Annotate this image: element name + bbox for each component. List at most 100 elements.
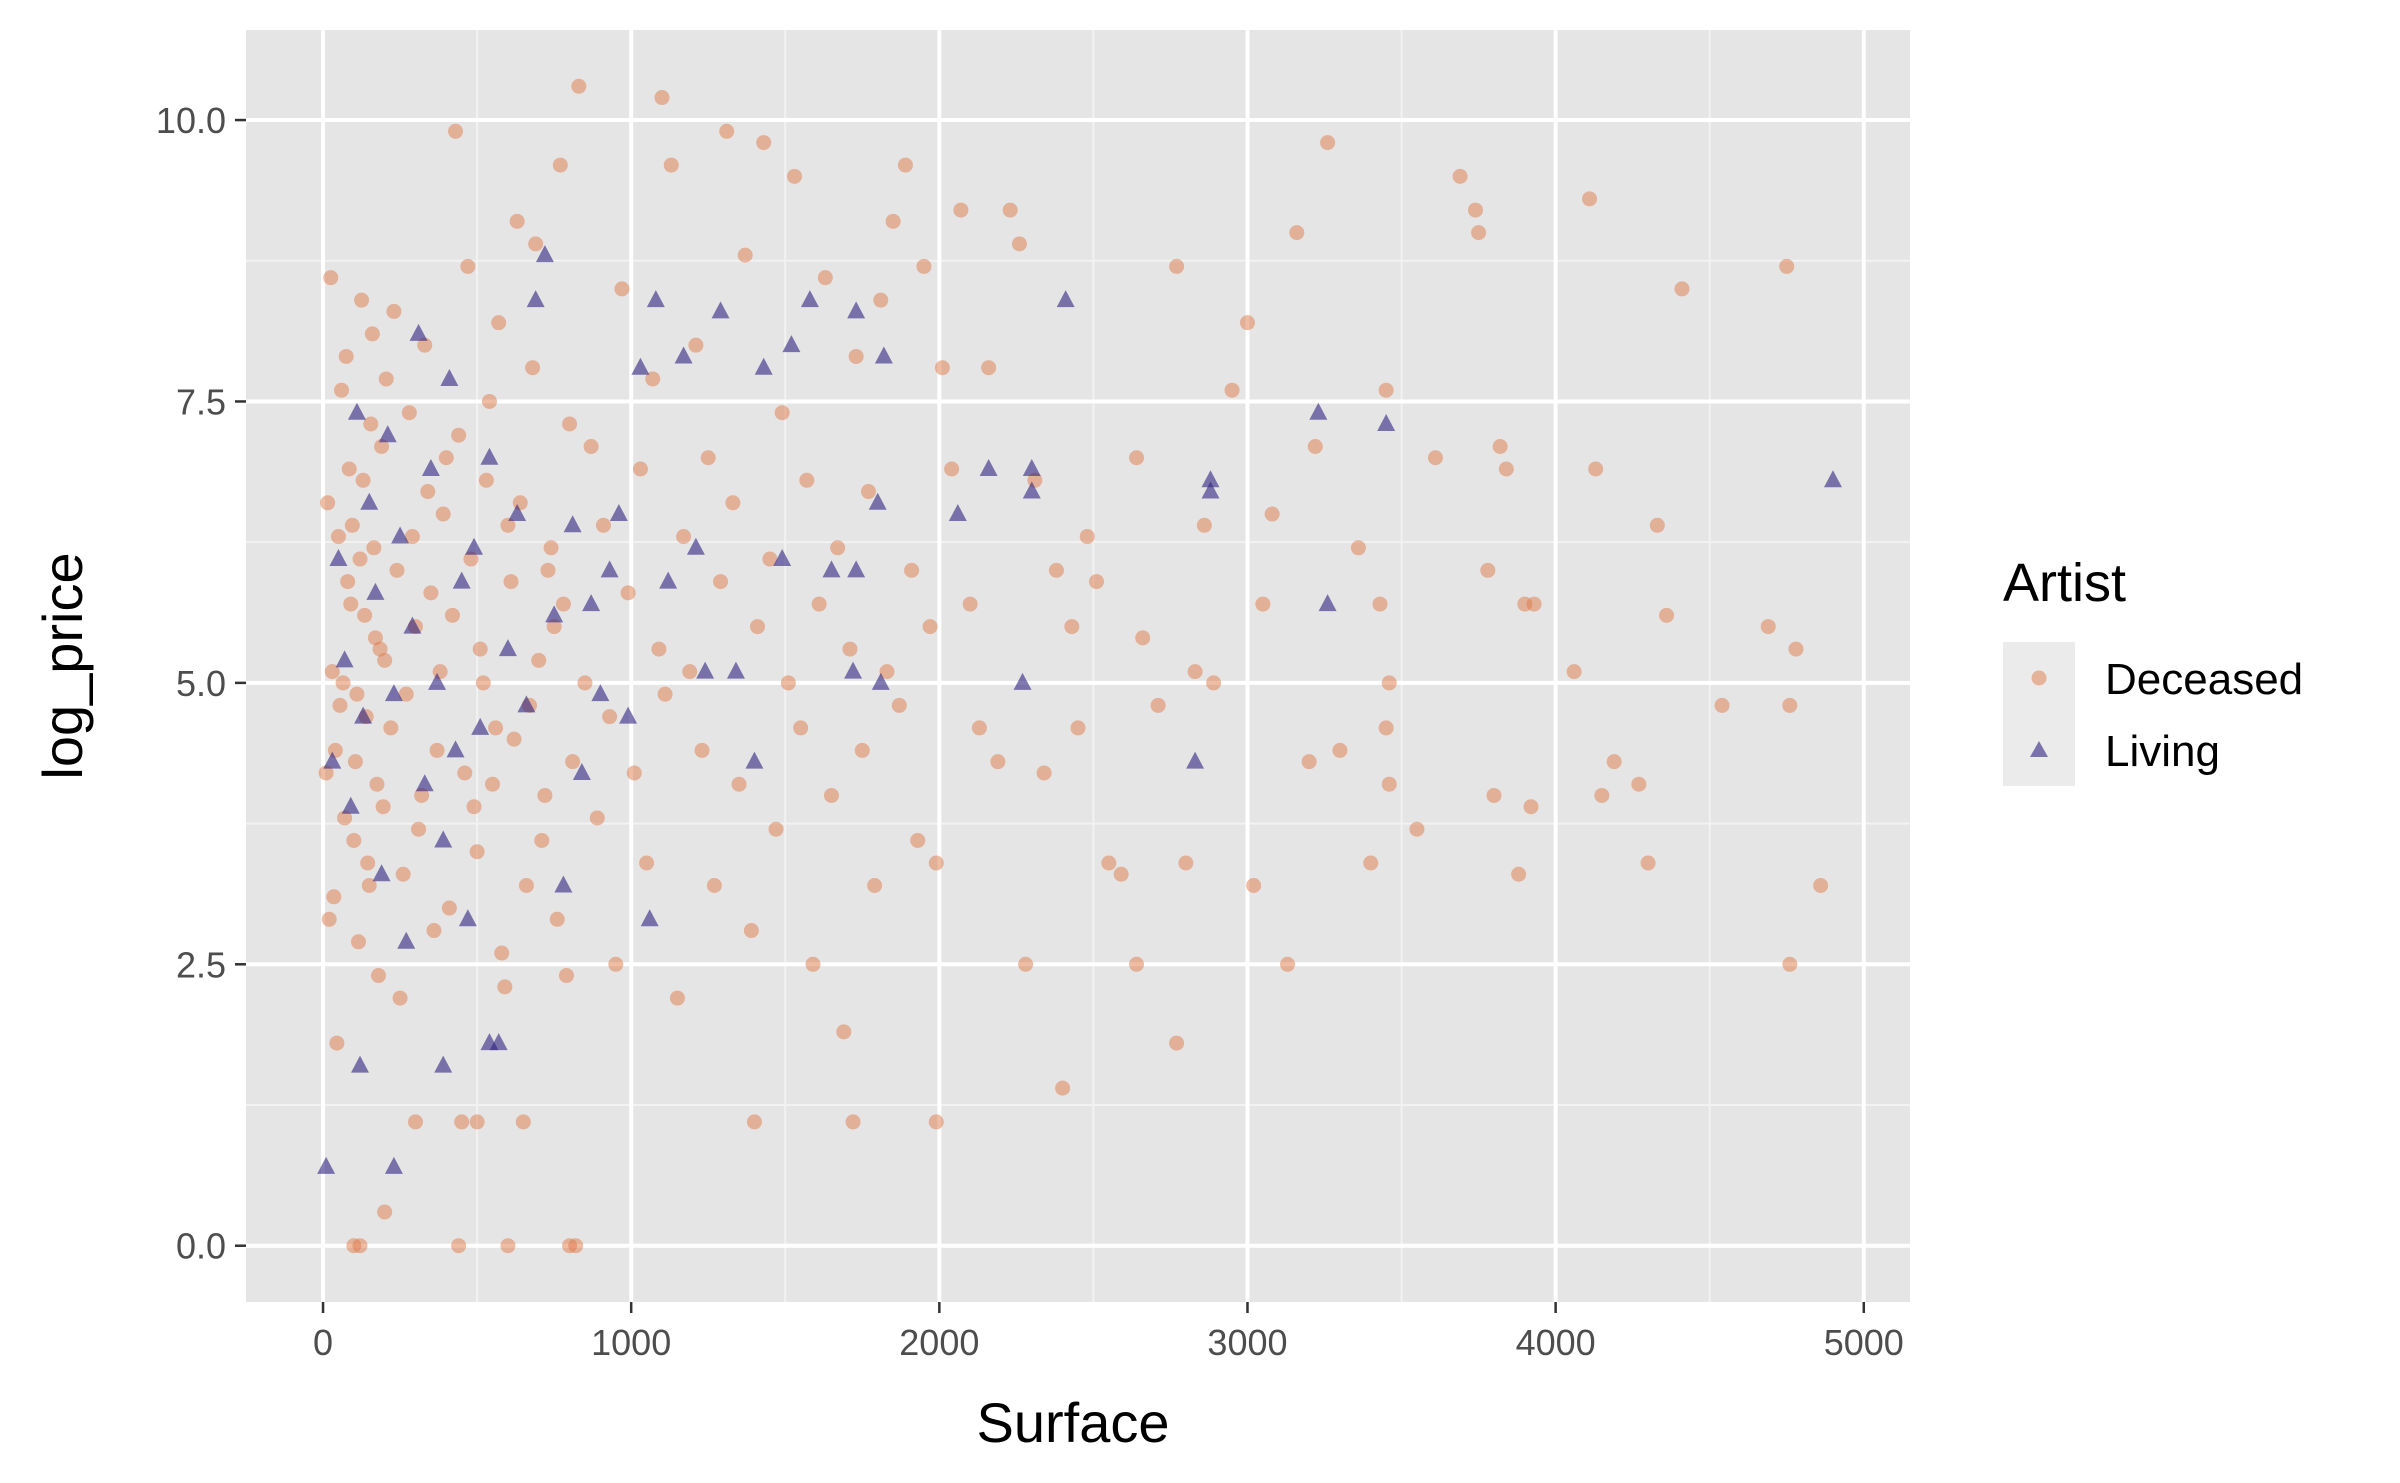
x-axis-title: Surface — [977, 1391, 1170, 1454]
deceased-point — [374, 438, 390, 454]
deceased-point — [676, 529, 692, 545]
deceased-point — [836, 1024, 852, 1040]
deceased-point — [1129, 450, 1145, 466]
living-point — [372, 864, 391, 882]
deceased-point — [1135, 630, 1151, 646]
living-point — [458, 909, 477, 927]
plot-panel — [246, 30, 1910, 1302]
deceased-point — [688, 337, 704, 353]
deceased-point — [944, 461, 960, 477]
deceased-point — [1079, 529, 1095, 545]
deceased-point — [534, 832, 550, 848]
deceased-point — [897, 157, 913, 173]
deceased-point — [329, 1035, 345, 1051]
deceased-point — [700, 450, 716, 466]
deceased-point — [350, 934, 366, 950]
deceased-point — [608, 956, 624, 972]
deceased-point — [337, 810, 353, 826]
living-point — [582, 594, 601, 612]
living-point — [659, 571, 678, 589]
living-point — [323, 751, 342, 769]
deceased-point — [682, 664, 698, 680]
deceased-point — [1468, 202, 1484, 218]
deceased-point — [1301, 754, 1317, 770]
deceased-point — [1289, 225, 1305, 241]
living-point — [874, 346, 893, 364]
deceased-point — [1594, 787, 1610, 803]
deceased-point — [552, 157, 568, 173]
living-point — [341, 796, 360, 814]
legend-key-living-marker — [2030, 741, 2048, 757]
deceased-point — [845, 1114, 861, 1130]
deceased-point — [395, 866, 411, 882]
x-tick-label: 4000 — [1516, 1322, 1596, 1363]
deceased-point — [466, 799, 482, 815]
deceased-point — [344, 517, 360, 533]
deceased-point — [639, 855, 655, 871]
y-axis-title: log_price — [31, 552, 94, 779]
deceased-point — [352, 1238, 368, 1254]
deceased-point — [1813, 878, 1829, 894]
deceased-point — [725, 495, 741, 511]
deceased-point — [518, 878, 534, 894]
deceased-point — [371, 968, 387, 984]
deceased-point — [327, 742, 343, 758]
deceased-point — [1363, 855, 1379, 871]
deceased-point — [444, 607, 460, 623]
living-point — [517, 695, 536, 713]
deceased-point — [1492, 438, 1508, 454]
deceased-point — [669, 990, 685, 1006]
deceased-point — [426, 923, 442, 939]
deceased-point — [318, 765, 334, 781]
deceased-point — [417, 337, 433, 353]
living-point — [1022, 459, 1041, 477]
living-point — [428, 672, 447, 690]
deceased-point — [320, 495, 336, 511]
deceased-point — [352, 551, 368, 567]
deceased-point — [737, 247, 753, 263]
deceased-point — [485, 776, 501, 792]
deceased-point — [632, 461, 648, 477]
deceased-point — [1002, 202, 1018, 218]
deceased-point — [805, 956, 821, 972]
deceased-point — [546, 619, 562, 635]
living-point — [403, 616, 422, 634]
deceased-point — [990, 754, 1006, 770]
living-point — [1377, 413, 1396, 431]
deceased-point — [645, 371, 661, 387]
deceased-point — [750, 619, 766, 635]
deceased-point — [1381, 675, 1397, 691]
deceased-point — [1782, 956, 1798, 972]
deceased-point — [537, 787, 553, 803]
deceased-point — [867, 878, 883, 894]
deceased-point — [891, 697, 907, 713]
deceased-point — [1280, 956, 1296, 972]
living-point — [640, 909, 659, 927]
deceased-point — [334, 382, 350, 398]
deceased-point — [614, 281, 630, 297]
deceased-point — [1779, 258, 1795, 274]
deceased-point — [910, 832, 926, 848]
deceased-point — [1631, 776, 1647, 792]
deceased-point — [1511, 866, 1527, 882]
deceased-point — [1588, 461, 1604, 477]
deceased-point — [503, 574, 519, 590]
deceased-point — [355, 472, 371, 488]
deceased-point — [1372, 596, 1388, 612]
living-point — [572, 762, 591, 780]
deceased-point — [1427, 450, 1443, 466]
living-point — [847, 560, 866, 578]
living-point — [800, 290, 819, 308]
deceased-point — [448, 123, 464, 139]
living-point — [535, 245, 554, 263]
deceased-point — [583, 438, 599, 454]
deceased-point — [525, 360, 541, 376]
deceased-point — [1255, 596, 1271, 612]
y-tick-label: 0.0 — [176, 1226, 226, 1267]
deceased-point — [713, 574, 729, 590]
deceased-point — [512, 495, 528, 511]
living-point — [591, 684, 610, 702]
deceased-point — [372, 641, 388, 657]
deceased-point — [1566, 664, 1582, 680]
deceased-point — [343, 596, 359, 612]
